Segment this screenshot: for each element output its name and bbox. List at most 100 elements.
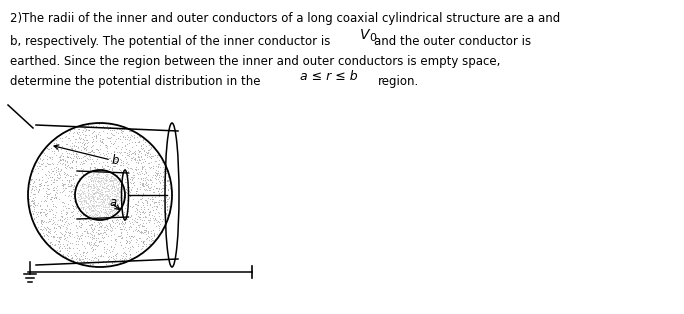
Point: [152, 152, 163, 157]
Point: [115, 176, 126, 181]
Point: [27, 211, 38, 216]
Point: [116, 219, 127, 224]
Point: [105, 209, 116, 214]
Point: [153, 161, 163, 166]
Point: [44, 226, 55, 231]
Point: [79, 256, 90, 261]
Point: [83, 188, 94, 193]
Point: [40, 179, 51, 184]
Point: [83, 180, 94, 185]
Point: [109, 133, 120, 138]
Point: [35, 182, 46, 187]
Point: [116, 190, 127, 195]
Point: [96, 189, 107, 194]
Point: [64, 160, 75, 165]
Point: [157, 160, 168, 165]
Point: [47, 169, 58, 174]
Point: [76, 205, 87, 210]
Point: [95, 193, 106, 198]
Point: [54, 251, 65, 256]
Point: [139, 172, 150, 177]
Point: [109, 198, 120, 203]
Point: [89, 225, 100, 230]
Point: [45, 228, 56, 233]
Point: [81, 137, 92, 142]
Point: [135, 236, 146, 241]
Point: [84, 223, 95, 228]
Point: [110, 129, 121, 134]
Point: [79, 192, 90, 197]
Point: [120, 241, 131, 246]
Point: [42, 229, 53, 234]
Point: [73, 239, 83, 244]
Point: [76, 233, 87, 238]
Point: [59, 231, 70, 236]
Point: [154, 225, 165, 230]
Point: [152, 203, 163, 208]
Point: [122, 185, 133, 190]
Point: [97, 141, 108, 146]
Point: [95, 223, 106, 228]
Point: [82, 122, 93, 127]
Point: [88, 246, 98, 251]
Point: [150, 194, 161, 199]
Point: [87, 139, 98, 144]
Point: [126, 132, 137, 137]
Point: [104, 204, 115, 209]
Point: [46, 233, 57, 238]
Point: [109, 188, 120, 193]
Point: [87, 222, 98, 227]
Point: [100, 209, 111, 214]
Point: [133, 209, 144, 214]
Point: [109, 126, 120, 131]
Point: [135, 146, 146, 151]
Point: [42, 192, 53, 197]
Point: [111, 197, 122, 202]
Point: [75, 136, 86, 141]
Point: [92, 195, 103, 200]
Point: [124, 147, 135, 152]
Point: [50, 192, 61, 197]
Point: [43, 236, 54, 241]
Point: [127, 174, 137, 179]
Point: [98, 210, 109, 215]
Point: [98, 184, 109, 189]
Point: [73, 169, 84, 174]
Point: [80, 158, 91, 163]
Point: [77, 203, 88, 208]
Point: [108, 176, 119, 181]
Point: [107, 248, 118, 253]
Point: [127, 234, 137, 239]
Point: [94, 240, 105, 245]
Point: [41, 146, 52, 151]
Point: [62, 141, 73, 146]
Point: [88, 213, 98, 218]
Point: [145, 166, 156, 171]
Point: [60, 172, 71, 177]
Point: [125, 214, 136, 219]
Point: [111, 197, 122, 202]
Point: [61, 225, 72, 230]
Point: [91, 199, 102, 204]
Point: [102, 204, 113, 209]
Point: [135, 143, 146, 148]
Point: [72, 225, 83, 230]
Point: [83, 205, 94, 210]
Point: [109, 198, 120, 203]
Point: [105, 224, 116, 229]
Point: [101, 173, 111, 178]
Point: [79, 198, 90, 203]
Point: [57, 245, 68, 250]
Point: [98, 207, 109, 212]
Point: [33, 213, 44, 218]
Point: [127, 175, 138, 180]
Point: [38, 225, 49, 230]
Point: [133, 154, 144, 160]
Point: [93, 222, 104, 227]
Point: [124, 252, 135, 257]
Point: [101, 173, 111, 178]
Point: [92, 195, 103, 200]
Point: [83, 240, 94, 245]
Point: [90, 175, 101, 180]
Point: [65, 165, 76, 170]
